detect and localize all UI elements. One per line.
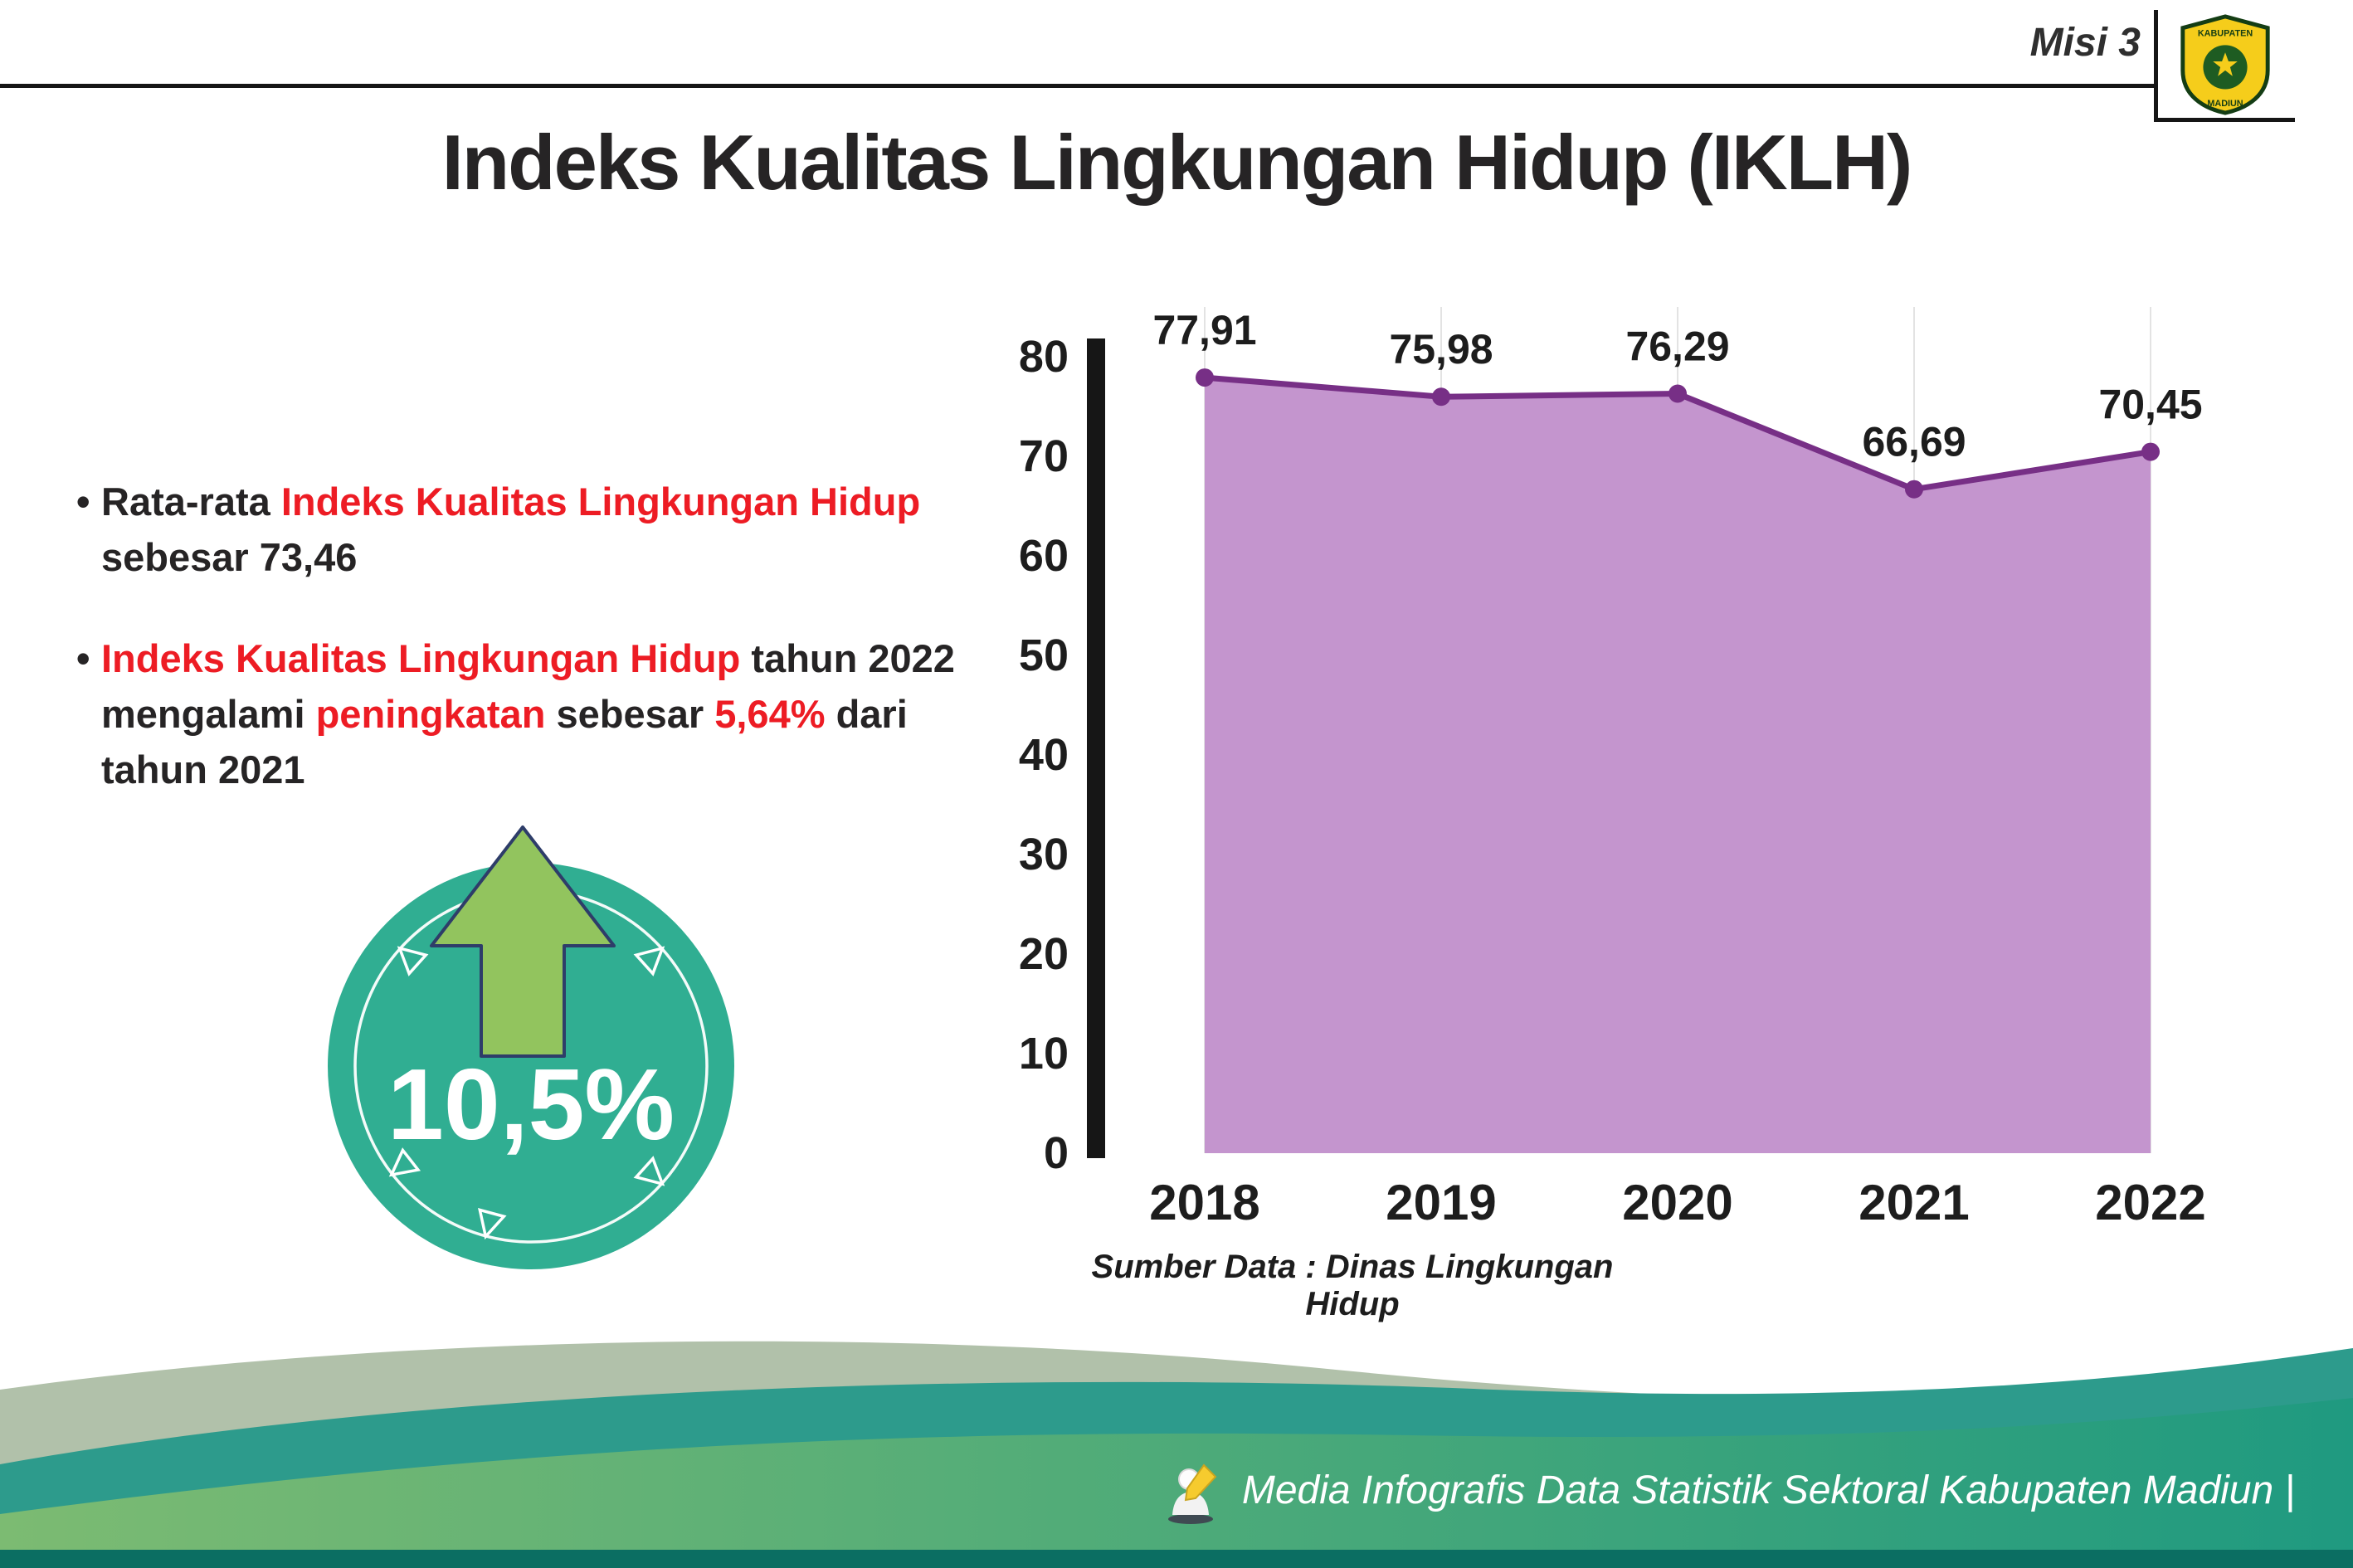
y-tick-label: 60 bbox=[1019, 531, 1069, 581]
y-tick-label: 0 bbox=[1044, 1128, 1069, 1178]
badge-percentage: 10,5% bbox=[387, 1048, 675, 1161]
y-axis bbox=[1087, 338, 1105, 1158]
y-tick-label: 80 bbox=[1019, 332, 1069, 382]
y-tick-label: 20 bbox=[1019, 929, 1069, 979]
data-point bbox=[1432, 387, 1450, 407]
data-point-label: 66,69 bbox=[1862, 419, 1966, 465]
header-divider bbox=[0, 84, 2156, 88]
logo-top-text: KABUPATEN bbox=[2198, 29, 2253, 39]
x-axis-label: 2019 bbox=[1386, 1175, 1496, 1230]
bullet-text: tahun 2022 mengalami bbox=[101, 636, 955, 737]
area-fill bbox=[1205, 377, 2151, 1153]
bullet-text: dari tahun 2021 bbox=[101, 692, 908, 791]
bullet-text: peningkatan bbox=[315, 692, 546, 737]
y-tick-label: 10 bbox=[1019, 1029, 1069, 1079]
x-axis-label: 2022 bbox=[2095, 1175, 2205, 1230]
page-title: Indeks Kualitas Lingkungan Hidup (IKLH) bbox=[441, 119, 1913, 206]
data-point-label: 77,91 bbox=[1152, 307, 1256, 353]
data-point bbox=[1669, 384, 1687, 403]
bullet-text: 5,64% bbox=[714, 692, 826, 737]
logo-bottom-text: MADIUN bbox=[2207, 99, 2243, 109]
up-arrow-icon bbox=[430, 825, 616, 1058]
footer-caption-text: Media Infografis Data Statistik Sektoral… bbox=[1241, 1468, 2295, 1512]
data-point bbox=[1905, 480, 1923, 499]
x-axis-label: 2021 bbox=[1859, 1175, 1969, 1230]
increase-badge: 10,5% bbox=[328, 825, 734, 1269]
x-axis-label: 2020 bbox=[1622, 1175, 1732, 1230]
data-point-label: 75,98 bbox=[1389, 326, 1493, 373]
x-axis-label: 2018 bbox=[1149, 1175, 1259, 1230]
data-point-label: 70,45 bbox=[2098, 382, 2202, 428]
bullet-item: • Rata-rata Indeks Kualitas Lingkungan Hi… bbox=[76, 475, 989, 585]
data-point bbox=[1196, 368, 1214, 387]
bullet-marker: • bbox=[76, 480, 90, 523]
bullet-item: • Indeks Kualitas Lingkungan Hidup tahun … bbox=[76, 631, 989, 797]
bullet-text: Rata-rata bbox=[101, 480, 281, 523]
y-tick-label: 30 bbox=[1019, 830, 1069, 879]
y-tick-label: 40 bbox=[1019, 730, 1069, 780]
logo-frame-horizontal bbox=[2154, 118, 2295, 122]
data-source-note: Sumber Data : Dinas Lingkungan Hidup bbox=[1091, 1249, 1614, 1322]
misi-label: Misi 3 bbox=[2029, 21, 2141, 65]
logo-frame-vertical bbox=[2154, 10, 2158, 122]
iklh-area-chart: 0 10 20 30 40 50 60 70 80 77,91 75,98 76,29 66,69 70,… bbox=[979, 290, 2340, 1269]
footer-wave-decoration bbox=[0, 1341, 2353, 1568]
data-point bbox=[2141, 442, 2160, 461]
y-tick-label: 50 bbox=[1019, 631, 1069, 680]
badge-circle bbox=[328, 863, 734, 1269]
bullet-text: Indeks Kualitas Lingkungan Hidup bbox=[101, 636, 741, 681]
bullet-text: sebesar bbox=[545, 692, 715, 737]
writer-icon bbox=[1167, 1463, 1217, 1524]
badge-ring-ticks bbox=[388, 946, 665, 1240]
footer-caption: Media Infografis Data Statistik Sektoral… bbox=[1156, 1455, 2295, 1525]
bullet-text: sebesar 73,46 bbox=[101, 534, 358, 579]
data-point-label: 76,29 bbox=[1625, 324, 1729, 370]
bullet-text: Indeks Kualitas Lingkungan Hidup bbox=[280, 480, 921, 523]
bullet-marker: • bbox=[76, 636, 90, 681]
key-findings-list: • Rata-rata Indeks Kualitas Lingkungan Hi… bbox=[76, 475, 989, 845]
kabupaten-madiun-logo-icon: KABUPATEN MADIUN bbox=[2180, 14, 2270, 115]
y-tick-label: 70 bbox=[1019, 431, 1069, 481]
